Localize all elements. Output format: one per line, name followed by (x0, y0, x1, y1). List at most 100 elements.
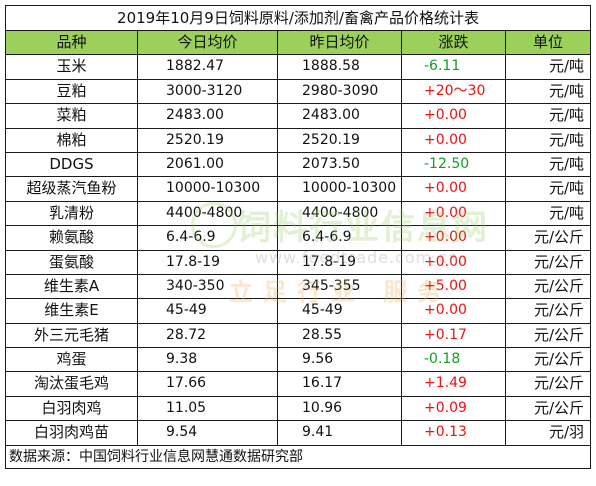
table-title: 2019年10月9日饲料原料/添加剂/畜禽产品价格统计表 (6, 6, 591, 31)
cell-today-price: 4400-4800 (138, 201, 278, 227)
cell-unit: 元/公斤 (506, 372, 591, 397)
cell-unit: 元/吨 (506, 104, 591, 129)
cell-yesterday-price: 4400-4800 (278, 201, 402, 227)
cell-yesterday-price: 10000-10300 (278, 177, 402, 202)
table-row: 棉粕 2520.19 2520.19 +0.00 元/吨 (6, 128, 591, 153)
cell-today-price: 2483.00 (138, 104, 278, 129)
table-header-row: 品种 今日均价 昨日均价 涨跌 单位 (6, 31, 591, 56)
cell-yesterday-price: 2483.00 (278, 104, 402, 129)
cell-change: +0.17 (402, 323, 506, 349)
cell-variety: 鸡蛋 (6, 348, 138, 373)
cell-change: -12.50 (402, 152, 506, 178)
table-body: 玉米 1882.47 1888.58 -6.11 元/吨 豆粕 3000-3120 2980-… (6, 55, 591, 446)
table-row: 超级蒸汽鱼粉 10000-10300 10000-10300 +0.00 元/吨 (6, 177, 591, 202)
cell-variety: 白羽肉鸡 (6, 396, 138, 422)
cell-today-price: 28.72 (138, 323, 278, 349)
cell-change: +1.49 (402, 372, 506, 397)
cell-variety: DDGS (6, 152, 138, 178)
cell-today-price: 2061.00 (138, 152, 278, 178)
cell-change: +5.00 (402, 274, 506, 300)
header-change: 涨跌 (402, 31, 506, 56)
cell-unit: 元/公斤 (506, 250, 591, 275)
cell-variety: 棉粕 (6, 128, 138, 153)
cell-variety: 乳清粉 (6, 201, 138, 227)
cell-today-price: 10000-10300 (138, 177, 278, 202)
cell-variety: 维生素E (6, 299, 138, 324)
cell-variety: 超级蒸汽鱼粉 (6, 177, 138, 202)
cell-unit: 元/吨 (506, 152, 591, 178)
header-unit: 单位 (506, 31, 591, 56)
table-row: 豆粕 3000-3120 2980-3090 +20～30 元/吨 (6, 79, 591, 105)
cell-unit: 元/吨 (506, 55, 591, 80)
cell-variety: 蛋氨酸 (6, 250, 138, 275)
cell-unit: 元/吨 (506, 79, 591, 105)
cell-unit: 元/公斤 (506, 348, 591, 373)
cell-today-price: 45-49 (138, 299, 278, 324)
cell-yesterday-price: 28.55 (278, 323, 402, 349)
table-row: DDGS 2061.00 2073.50 -12.50 元/吨 (6, 152, 591, 178)
cell-yesterday-price: 45-49 (278, 299, 402, 324)
cell-yesterday-price: 6.4-6.9 (278, 226, 402, 251)
table-row: 乳清粉 4400-4800 4400-4800 +0.00 元/吨 (6, 201, 591, 227)
cell-today-price: 9.38 (138, 348, 278, 373)
cell-change: +0.00 (402, 177, 506, 202)
cell-change: +0.13 (402, 421, 506, 446)
table-row: 维生素A 340-350 345-355 +5.00 元/公斤 (6, 274, 591, 300)
cell-change: +20～30 (402, 79, 506, 105)
header-variety: 品种 (6, 31, 138, 56)
table-row: 蛋氨酸 17.8-19 17.8-19 +0.00 元/公斤 (6, 250, 591, 275)
table-row: 淘汰蛋毛鸡 17.66 16.17 +1.49 元/公斤 (6, 372, 591, 397)
cell-yesterday-price: 9.56 (278, 348, 402, 373)
cell-variety: 外三元毛猪 (6, 323, 138, 349)
cell-yesterday-price: 17.8-19 (278, 250, 402, 275)
cell-today-price: 6.4-6.9 (138, 226, 278, 251)
cell-today-price: 17.66 (138, 372, 278, 397)
table-row: 白羽肉鸡 11.05 10.96 +0.09 元/公斤 (6, 396, 591, 422)
table-row: 赖氨酸 6.4-6.9 6.4-6.9 +0.00 元/公斤 (6, 226, 591, 251)
cell-change: +0.00 (402, 299, 506, 324)
cell-variety: 玉米 (6, 55, 138, 80)
cell-yesterday-price: 2073.50 (278, 152, 402, 178)
price-table: 2019年10月9日饲料原料/添加剂/畜禽产品价格统计表 品种 今日均价 昨日均… (5, 5, 591, 469)
cell-yesterday-price: 9.41 (278, 421, 402, 446)
cell-today-price: 17.8-19 (138, 250, 278, 275)
cell-variety: 淘汰蛋毛鸡 (6, 372, 138, 397)
header-today-price: 今日均价 (138, 31, 278, 56)
cell-unit: 元/公斤 (506, 299, 591, 324)
cell-today-price: 11.05 (138, 396, 278, 422)
cell-unit: 元/公斤 (506, 226, 591, 251)
cell-change: +0.09 (402, 396, 506, 422)
cell-change: -0.18 (402, 348, 506, 373)
header-yesterday-price: 昨日均价 (278, 31, 402, 56)
cell-today-price: 1882.47 (138, 55, 278, 80)
cell-yesterday-price: 345-355 (278, 274, 402, 300)
cell-variety: 赖氨酸 (6, 226, 138, 251)
cell-change: +0.00 (402, 226, 506, 251)
cell-yesterday-price: 10.96 (278, 396, 402, 422)
cell-today-price: 9.54 (138, 421, 278, 446)
cell-change: +0.00 (402, 104, 506, 129)
cell-today-price: 3000-3120 (138, 79, 278, 105)
cell-change: -6.11 (402, 55, 506, 80)
cell-unit: 元/吨 (506, 128, 591, 153)
cell-unit: 元/公斤 (506, 323, 591, 349)
table-row: 玉米 1882.47 1888.58 -6.11 元/吨 (6, 55, 591, 80)
cell-variety: 维生素A (6, 274, 138, 300)
cell-today-price: 340-350 (138, 274, 278, 300)
cell-yesterday-price: 2520.19 (278, 128, 402, 153)
table-row: 外三元毛猪 28.72 28.55 +0.17 元/公斤 (6, 323, 591, 349)
cell-yesterday-price: 16.17 (278, 372, 402, 397)
cell-variety: 菜粕 (6, 104, 138, 129)
cell-unit: 元/吨 (506, 201, 591, 227)
cell-variety: 豆粕 (6, 79, 138, 105)
cell-unit: 元/公斤 (506, 274, 591, 300)
cell-change: +0.00 (402, 128, 506, 153)
data-source-note: 数据来源：中国饲料行业信息网慧通数据研究部 (6, 445, 591, 469)
cell-today-price: 2520.19 (138, 128, 278, 153)
cell-yesterday-price: 2980-3090 (278, 79, 402, 105)
cell-variety: 白羽肉鸡苗 (6, 421, 138, 446)
cell-unit: 元/羽 (506, 421, 591, 446)
cell-unit: 元/公斤 (506, 396, 591, 422)
cell-yesterday-price: 1888.58 (278, 55, 402, 80)
table-row: 白羽肉鸡苗 9.54 9.41 +0.13 元/羽 (6, 421, 591, 446)
